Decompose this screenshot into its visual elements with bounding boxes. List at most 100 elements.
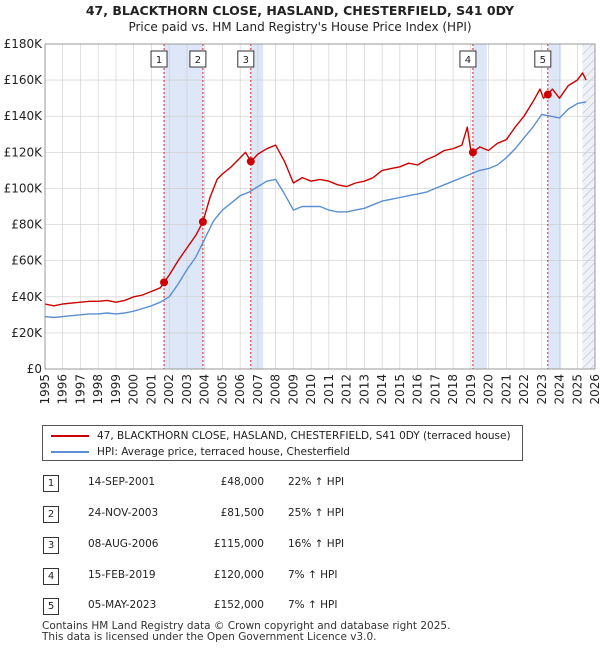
plot-frame [44,43,596,370]
shaded-period [164,44,203,369]
x-tick-label: 2015 [393,374,407,405]
x-tick-label: 2014 [375,374,389,405]
property-line [44,72,587,307]
table-row: 5 05-MAY-2023 £152,000 7% ↑ HPI [42,597,442,615]
x-tick-label: 2012 [340,374,354,405]
sale-price: £115,000 [213,538,264,550]
x-tick-label: 2025 [570,374,584,405]
y-tick-label: £140K [4,109,44,123]
sale-label-number: 4 [465,55,471,66]
series-layer [44,72,587,319]
legend-item-hpi: HPI: Average price, terraced house, Ches… [51,444,350,460]
table-row: 2 24-NOV-2003 £81,500 25% ↑ HPI [42,505,442,523]
x-tick-label: 1995 [38,374,52,405]
sale-price: £48,000 [220,476,264,488]
sale-hpi-diff: 7% ↑ HPI [288,569,338,581]
x-tick-label: 2020 [482,374,496,405]
shaded-period [472,44,487,369]
sale-label-box [459,50,477,68]
x-tick-label: 1998 [91,374,105,405]
footer: Contains HM Land Registry data © Crown c… [42,621,450,643]
y-tick-label: £20K [11,326,43,340]
legend-hpi-label: HPI: Average price, terraced house, Ches… [97,446,350,458]
x-tick-label: 2024 [553,374,567,405]
sale-date: 05-MAY-2023 [88,599,157,611]
table-row: 3 08-AUG-2006 £115,000 16% ↑ HPI [42,536,442,554]
sale-label-box [189,50,207,68]
y-tick-label: £40K [11,290,43,304]
y-tick-label: £160K [4,73,44,87]
y-tick-label: £60K [11,254,43,268]
x-tick-label: 2000 [127,374,141,405]
table-row: 4 15-FEB-2019 £120,000 7% ↑ HPI [42,567,442,585]
shaded-period [547,44,562,369]
sale-label-number: 2 [195,55,201,66]
y-tick-label: £120K [4,145,44,159]
x-tick-label: 2010 [304,374,318,405]
x-tick-label: 2008 [269,374,283,405]
sale-point [198,217,207,226]
x-tick-label: 2009 [286,374,300,405]
sale-number: 2 [43,506,59,523]
sale-date: 14-SEP-2001 [88,476,156,488]
x-tick-label: 2007 [251,374,265,405]
x-tick-label: 2017 [428,374,442,405]
sale-hpi-diff: 25% ↑ HPI [288,507,345,519]
sale-number: 4 [43,568,59,585]
sale-point [246,157,255,166]
sale-label-boxes: 1 2 3 4 5 [150,50,552,68]
x-tick-label: 2018 [446,374,460,405]
shaded-period [250,44,264,369]
legend-property-swatch [51,435,89,437]
forecast-hatch [582,44,595,369]
x-tick-label: 2016 [411,374,425,405]
sale-marker-lines [163,44,549,369]
x-tick-label: 2019 [464,374,478,405]
sale-date: 24-NOV-2003 [88,507,159,519]
sale-label-number: 5 [540,55,546,66]
sale-price: £120,000 [213,569,264,581]
chart-subtitle: Price paid vs. HM Land Registry's House … [128,20,472,34]
sale-hpi-diff: 22% ↑ HPI [288,476,345,488]
x-tick-label: 2026 [588,374,600,405]
sale-point [543,90,552,99]
x-tick-label: 2001 [144,374,158,405]
sale-point [160,278,169,287]
legend-item-property: 47, BLACKTHORN CLOSE, HASLAND, CHESTERFI… [51,428,511,444]
x-tick-label: 1999 [109,374,123,405]
y-tick-label: £0 [27,362,42,376]
x-tick-label: 2022 [517,374,531,405]
table-row: 1 14-SEP-2001 £48,000 22% ↑ HPI [42,474,442,492]
sale-label-box [150,50,168,68]
x-tick-label: 2011 [322,374,336,405]
x-tick-label: 2006 [233,374,247,405]
hpi-line [44,101,587,319]
x-tick-label: 1997 [73,374,87,405]
sale-label-number: 1 [156,55,162,66]
sale-number: 3 [43,537,59,554]
footer-licence: This data is licensed under the Open Gov… [42,631,377,643]
sale-price: £81,500 [220,507,264,519]
legend-hpi-swatch [51,451,89,453]
legend: 47, BLACKTHORN CLOSE, HASLAND, CHESTERFI… [42,425,523,461]
x-tick-label: 2004 [198,374,212,405]
footer-copyright: Contains HM Land Registry data © Crown c… [42,620,451,632]
sale-points [160,90,552,287]
sale-number: 5 [43,598,59,615]
x-tick-label: 2002 [162,374,176,405]
page-title: 47, BLACKTHORN CLOSE, HASLAND, CHESTERFI… [85,3,515,18]
sale-price: £152,000 [213,599,264,611]
sale-label-box [237,50,255,68]
x-tick-label: 2023 [535,374,549,405]
y-tick-label: £100K [4,181,44,195]
sale-point [468,148,477,157]
shade-layer [164,44,595,369]
legend-property-label: 47, BLACKTHORN CLOSE, HASLAND, CHESTERFI… [97,430,511,442]
x-tick-label: 1996 [56,374,70,405]
sale-hpi-diff: 16% ↑ HPI [288,538,345,550]
sale-date: 15-FEB-2019 [88,569,156,581]
sale-hpi-diff: 7% ↑ HPI [288,599,338,611]
sale-number: 1 [43,475,59,492]
x-tick-label: 2003 [180,374,194,405]
